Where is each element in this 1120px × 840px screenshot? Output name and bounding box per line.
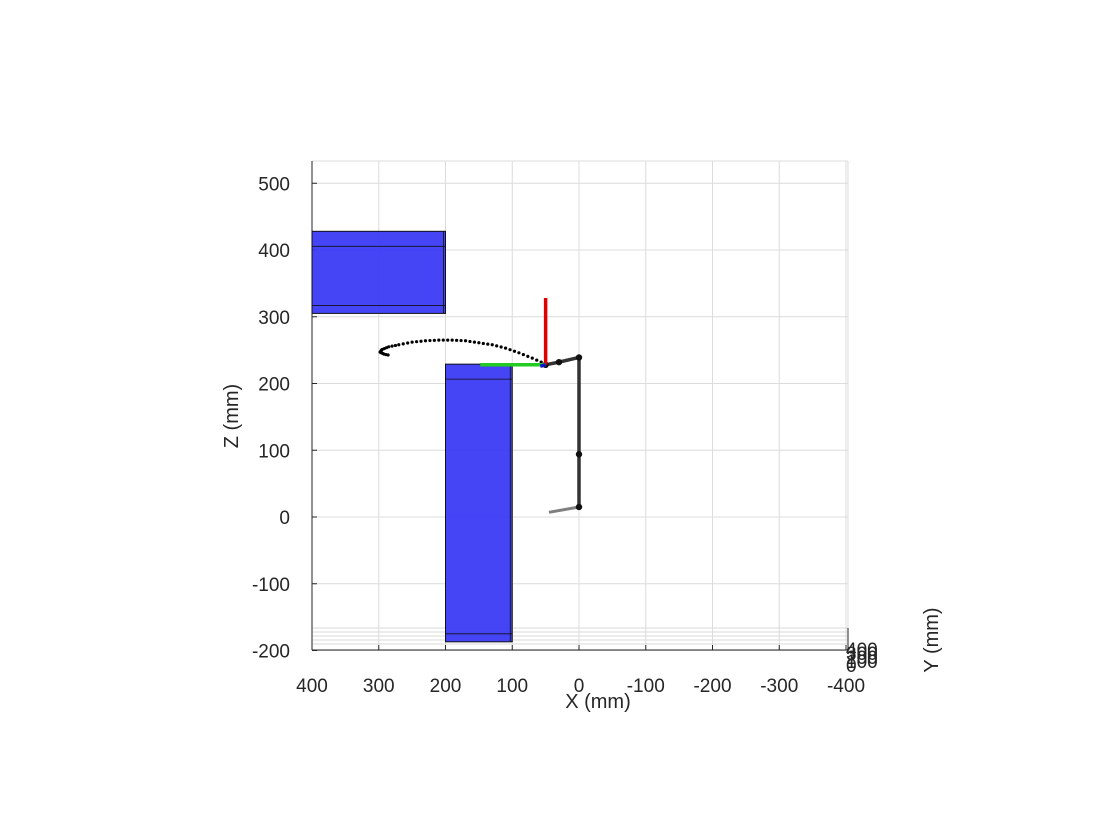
trajectory-point xyxy=(406,341,410,345)
depth-axis-lines xyxy=(312,627,848,645)
z-tick-label: 200 xyxy=(258,375,290,396)
arm-joint xyxy=(575,451,583,458)
trajectory-point xyxy=(459,338,463,343)
trajectory-point xyxy=(455,338,459,342)
trajectory-point xyxy=(401,342,405,346)
obstacle-box xyxy=(445,363,513,643)
obstacle-box xyxy=(311,230,446,314)
trajectory-point xyxy=(432,338,436,342)
z-tick-label: -200 xyxy=(252,642,290,663)
x-tick-label: 100 xyxy=(496,676,528,697)
trajectory-point xyxy=(441,338,445,342)
trajectory-point xyxy=(503,346,508,350)
obstacle-face xyxy=(445,363,513,643)
trajectory-point xyxy=(450,338,454,342)
trajectory-point xyxy=(423,339,428,343)
trajectory-point xyxy=(463,339,468,343)
trajectory-point xyxy=(393,343,398,348)
trajectory-point xyxy=(477,341,481,345)
arm-joint xyxy=(575,503,583,511)
x-tick-label: 200 xyxy=(430,676,462,697)
trajectory-point xyxy=(517,351,521,355)
z-tick-label: 100 xyxy=(258,441,290,462)
trajectory-point xyxy=(495,344,499,348)
trajectory-point xyxy=(526,354,530,358)
trajectory-point xyxy=(508,348,512,352)
y-tick-label: 200 xyxy=(846,648,878,669)
trajectory-point xyxy=(535,358,539,362)
z-axis-label: Z (mm) xyxy=(221,384,243,448)
x-tick-label: -400 xyxy=(827,676,865,697)
y-tick-label: 300 xyxy=(846,644,878,665)
trajectory-point xyxy=(499,345,503,349)
z-tick-label: -100 xyxy=(252,575,290,596)
x-tick-label: -200 xyxy=(693,676,731,697)
arm-base-link xyxy=(548,505,580,514)
z-tick-label: 400 xyxy=(258,241,290,262)
trajectory-point xyxy=(530,356,534,360)
x-tick-label: -300 xyxy=(760,676,798,697)
x-tick-label: 300 xyxy=(363,676,395,697)
z-tick-label: 0 xyxy=(279,508,290,529)
trajectory-point xyxy=(446,338,450,342)
y-tick-label: 0 xyxy=(846,656,857,677)
trajectory-point xyxy=(410,340,414,344)
z-tick-label: 500 xyxy=(258,174,290,195)
trajectory-point xyxy=(390,344,394,348)
trajectory-point xyxy=(468,339,472,344)
arm-joint xyxy=(555,358,563,366)
x-tick-label: -100 xyxy=(627,676,665,697)
trajectory-point xyxy=(419,339,423,343)
y-tick-label: 100 xyxy=(846,652,878,673)
arm-link xyxy=(558,355,580,364)
trajectory xyxy=(378,338,548,366)
trajectory-point xyxy=(521,352,525,357)
x-tick-label: 0 xyxy=(574,676,585,697)
frame-z-axis xyxy=(539,363,547,368)
z-tick-label: 300 xyxy=(258,308,290,329)
trajectory-point xyxy=(437,338,441,342)
obstacles xyxy=(311,230,513,643)
trajectory-point xyxy=(472,340,477,344)
trajectory-point xyxy=(386,353,390,357)
arm-joint xyxy=(575,354,583,361)
trajectory-point xyxy=(397,343,401,347)
y-axis-label: Y (mm) xyxy=(921,607,943,672)
obstacle-face xyxy=(311,230,446,314)
trajectory-point xyxy=(486,342,490,346)
x-tick-labels: 400 300 200 100 0 -100 -200 -300 -400 xyxy=(296,676,865,697)
y-tick-label: 400 xyxy=(846,640,878,661)
trajectory-point xyxy=(490,343,494,347)
x-axis-label: X (mm) xyxy=(565,691,631,713)
end-effector-frame xyxy=(480,298,548,368)
x-tick-label: 400 xyxy=(296,676,328,697)
trajectory-point xyxy=(512,349,517,353)
trajectory-point xyxy=(481,341,485,346)
robot-arm xyxy=(542,354,583,514)
trajectory-point xyxy=(428,338,432,343)
z-tick-labels: 500 400 300 200 100 0 -100 -200 xyxy=(252,174,290,662)
trajectory-point xyxy=(539,360,543,364)
trajectory-point xyxy=(414,340,419,344)
